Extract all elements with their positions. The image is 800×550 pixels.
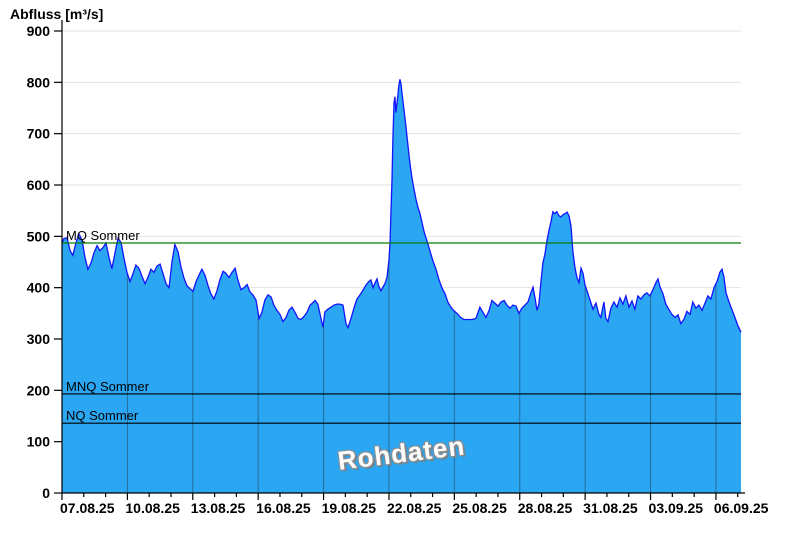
x-tick-label: 16.08.25 (256, 500, 311, 516)
discharge-curve (61, 79, 742, 333)
y-tick-label: 800 (27, 74, 51, 90)
x-axis-labels: 07.08.25 10.08.25 13.08.25 16.08.25 19.08.25… (60, 500, 769, 516)
y-tick-label: 300 (27, 331, 51, 347)
y-tick-label: 100 (27, 434, 51, 450)
x-tick-label: 03.09.25 (649, 500, 704, 516)
discharge-area (62, 79, 741, 494)
x-tick-label: 19.08.25 (322, 500, 377, 516)
axes (61, 20, 745, 494)
y-tick-label: 400 (27, 280, 51, 296)
reference-lines (62, 242, 741, 424)
x-tick-label: 13.08.25 (191, 500, 246, 516)
x-tick-label: 28.08.25 (518, 500, 573, 516)
x-tick-label: 06.09.25 (714, 500, 769, 516)
nq-sommer-label: NQ Sommer (66, 408, 139, 424)
y-tick-label: 0 (42, 485, 50, 501)
mnq-sommer-label: MNQ Sommer (66, 378, 150, 394)
y-tick-label: 500 (27, 228, 51, 244)
y-tick-label: 900 (27, 23, 51, 39)
x-tick-label: 25.08.25 (452, 500, 507, 516)
axis-ticks (54, 30, 739, 500)
x-tick-label: 10.08.25 (125, 500, 180, 516)
x-tick-label: 22.08.25 (387, 500, 442, 516)
y-tick-label: 700 (27, 126, 51, 142)
x-tick-label: 31.08.25 (583, 500, 638, 516)
x-tick-label: 07.08.25 (60, 500, 115, 516)
y-tick-label: 600 (27, 177, 51, 193)
mq-sommer-label: MQ Sommer (66, 228, 140, 243)
y-tick-label: 200 (27, 382, 51, 398)
y-axis-labels: 900 800 700 600 500 400 300 200 100 0 (27, 23, 51, 501)
chart-title: Abfluss [m³/s] (10, 6, 104, 22)
